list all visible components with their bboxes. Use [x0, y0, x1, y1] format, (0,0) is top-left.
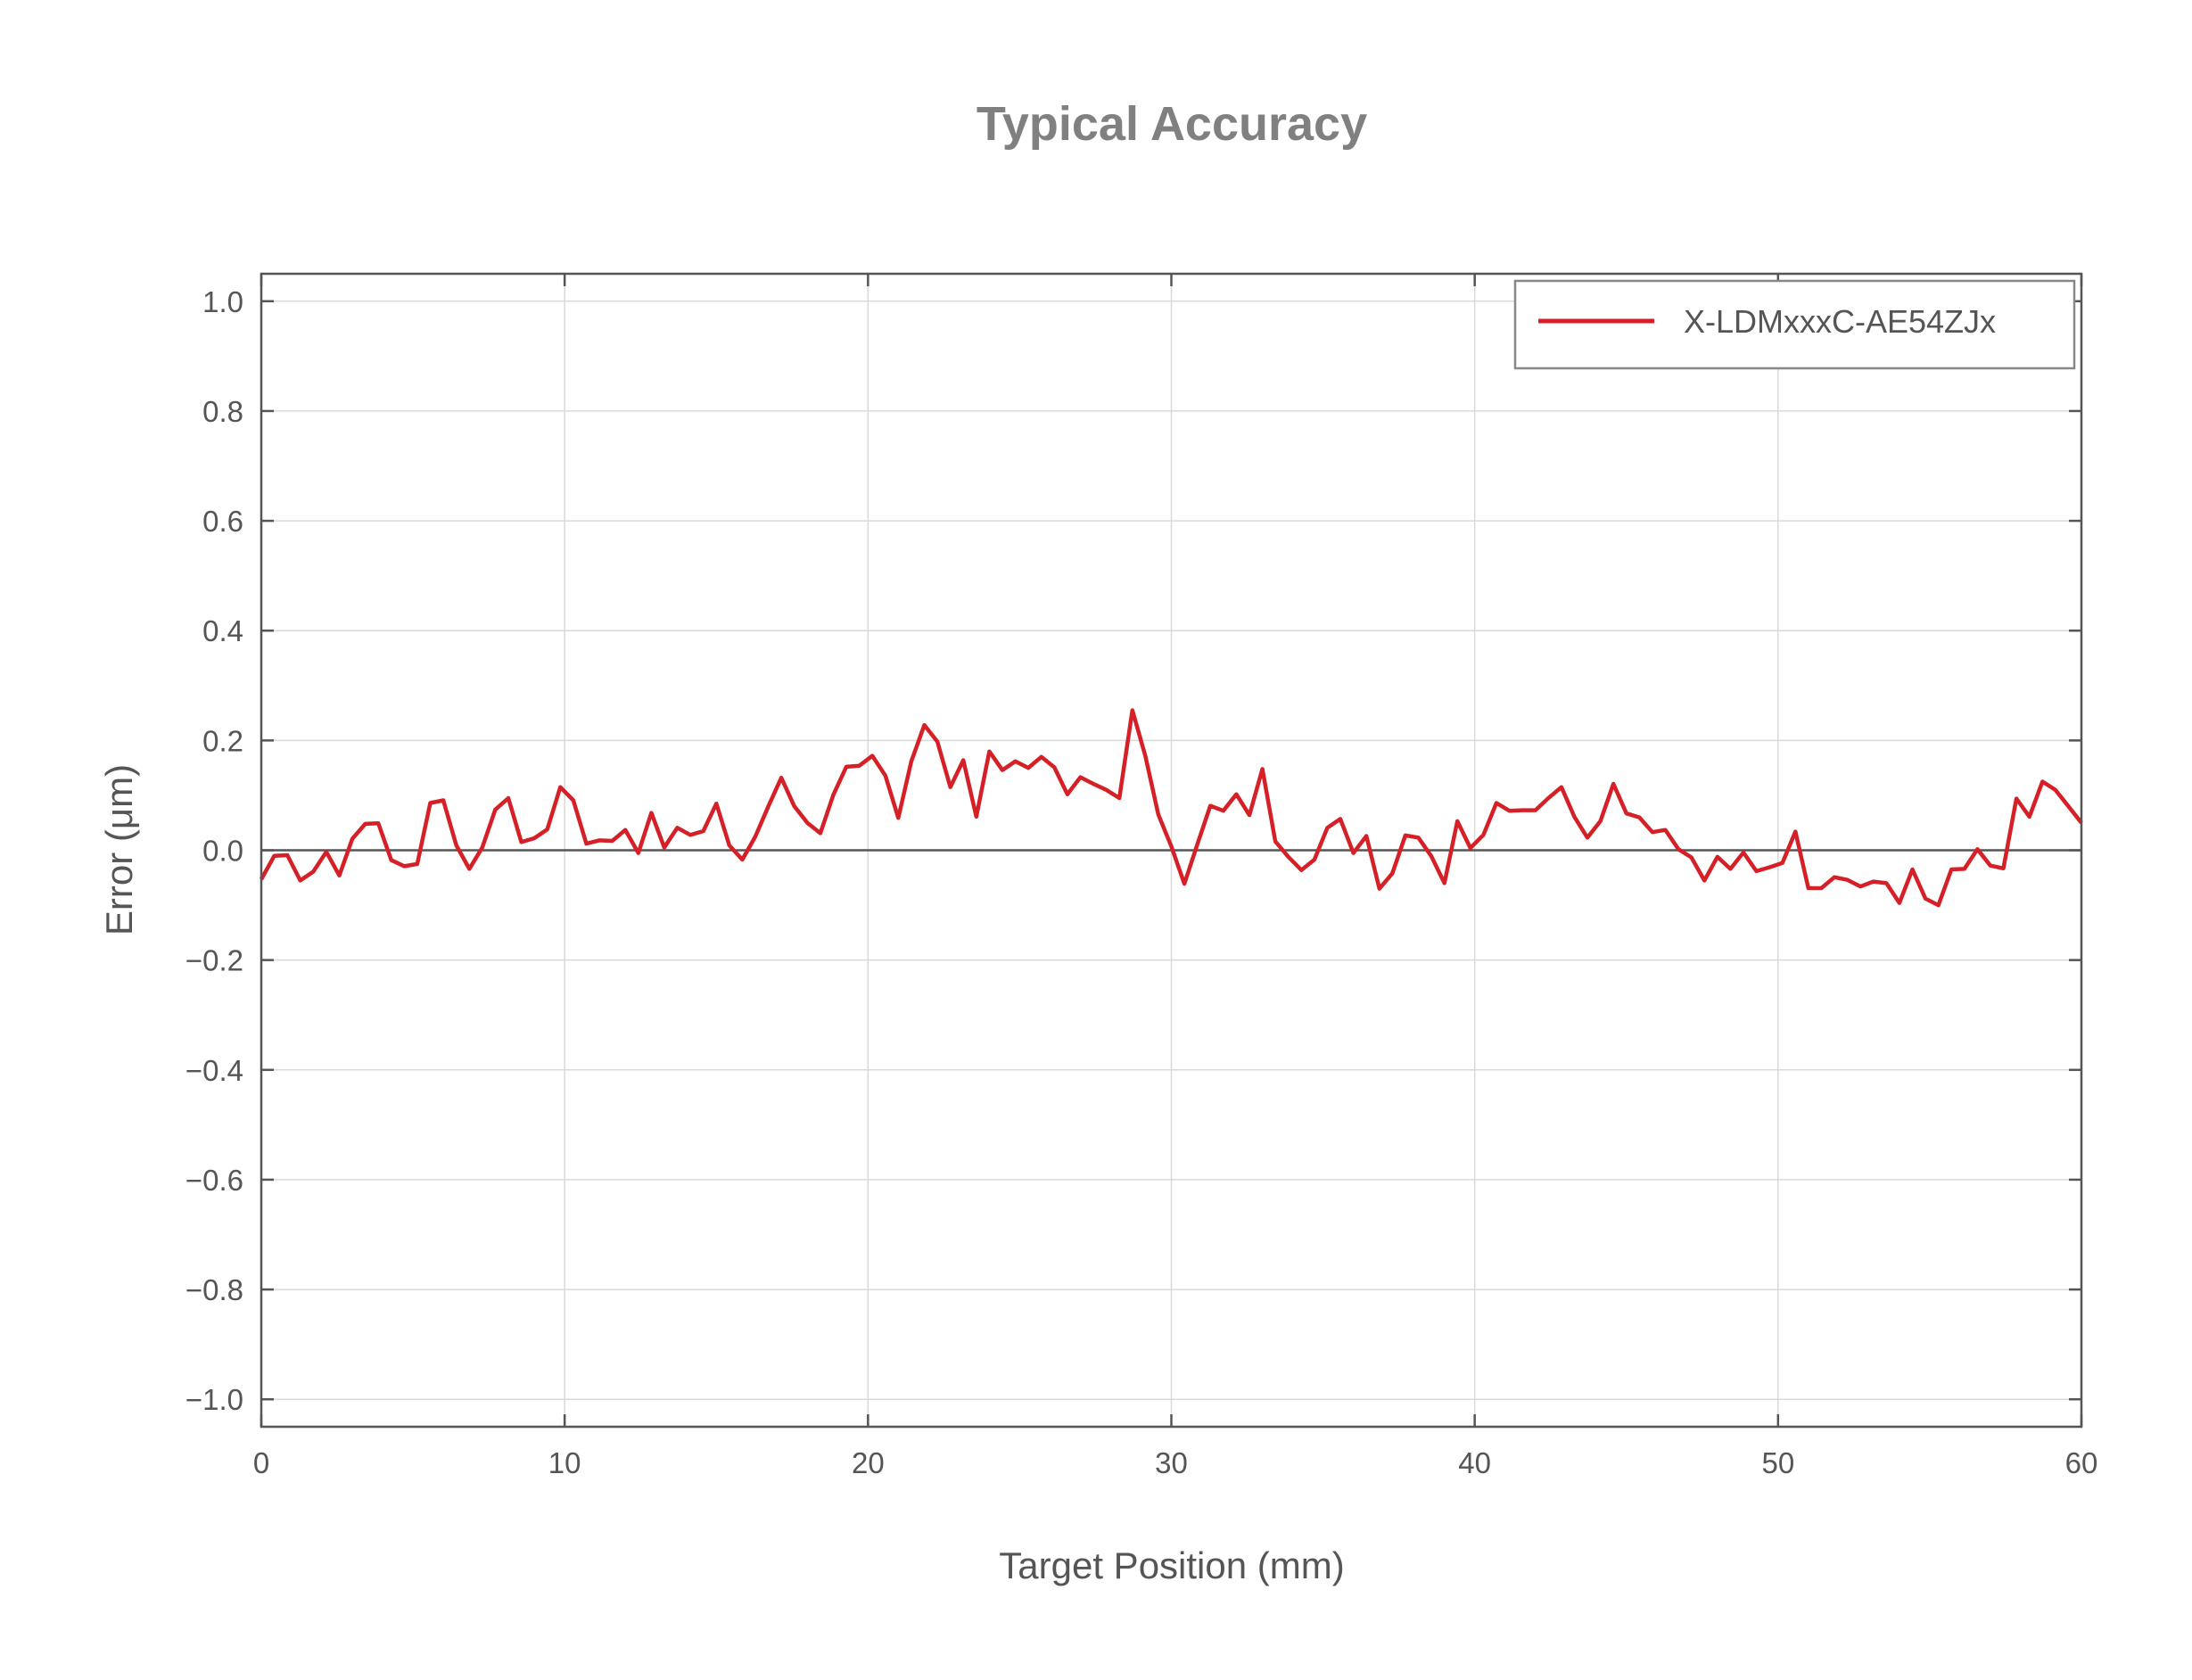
y-tick-label: 0.4	[202, 614, 243, 647]
x-tick-label: 10	[548, 1446, 581, 1479]
x-tick-labels: 0 10 20 30 40 50 60	[253, 1446, 2098, 1479]
y-tick-label: −0.8	[185, 1273, 243, 1306]
x-tick-label: 50	[1761, 1446, 1794, 1479]
y-tick-label: −0.4	[185, 1054, 243, 1087]
y-tick-label: 0.0	[202, 835, 243, 868]
y-tick-label: 1.0	[202, 285, 243, 318]
series-layer	[260, 708, 2083, 908]
x-axis-label: Target Position (mm)	[999, 1544, 1344, 1586]
chart-title: Typical Accuracy	[977, 97, 1367, 151]
legend-label: X-LDMxxxC-AE54ZJx	[1684, 303, 1996, 340]
y-tick-label: 0.6	[202, 505, 243, 538]
y-tick-labels: 1.0 0.8 0.6 0.4 0.2 0.0 −0.2 −0.4 −0.6 −0.8 −1.0	[185, 285, 243, 1416]
y-axis-label: Error (μm)	[98, 764, 140, 935]
y-tick-label: 0.2	[202, 724, 243, 757]
x-tick-label: 20	[852, 1446, 885, 1479]
y-tick-label: −1.0	[185, 1383, 243, 1416]
x-tick-label: 40	[1458, 1446, 1491, 1479]
x-tick-label: 30	[1155, 1446, 1188, 1479]
series-line	[260, 708, 2083, 908]
x-tick-label: 60	[2065, 1446, 2098, 1479]
y-tick-label: 0.8	[202, 395, 243, 428]
legend: X-LDMxxxC-AE54ZJx	[1513, 279, 2076, 370]
y-tick-label: −0.6	[185, 1164, 243, 1197]
y-tick-label: −0.2	[185, 944, 243, 977]
plot-frame	[260, 272, 2083, 1429]
x-tick-label: 0	[253, 1446, 269, 1479]
legend-box	[1513, 279, 2076, 370]
